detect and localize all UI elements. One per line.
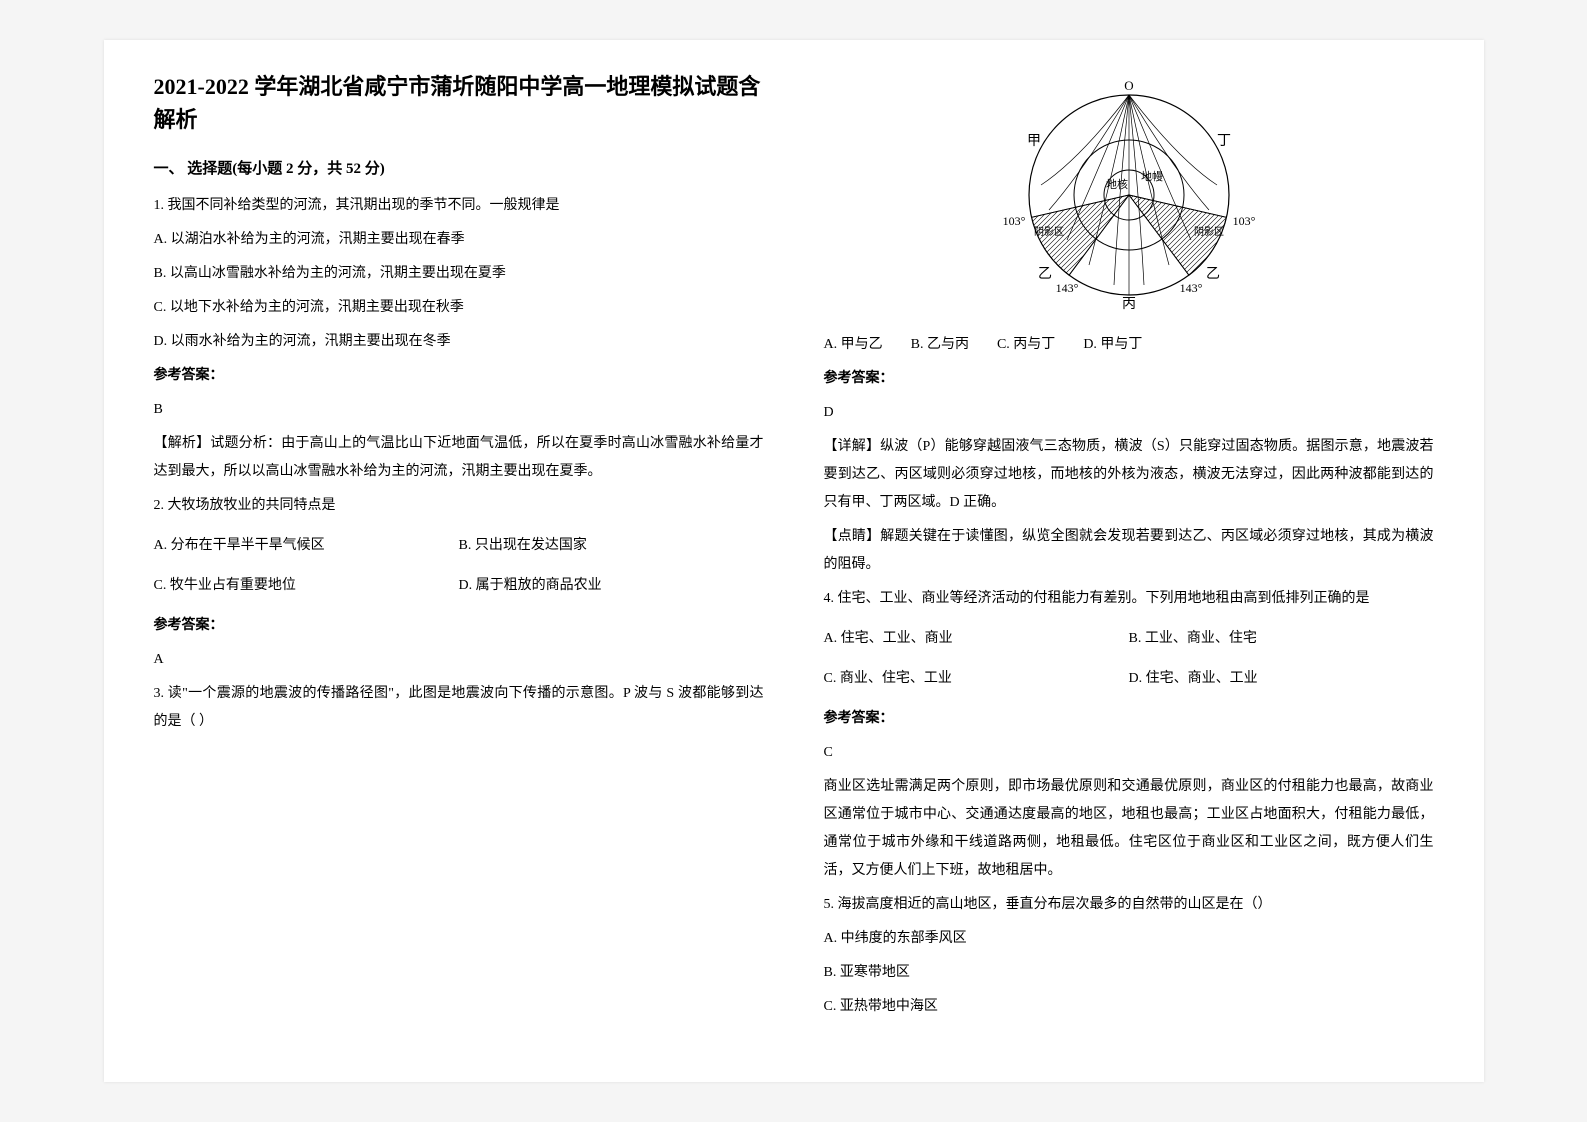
fig-label-yinying-r: 阴影区 [1194, 226, 1224, 238]
fig-label-yinying-l: 阴影区 [1034, 226, 1064, 238]
q3-options: A. 甲与乙 B. 乙与丙 C. 丙与丁 D. 甲与丁 [824, 331, 1434, 359]
fig-label-yi: 乙 [1038, 266, 1052, 282]
q3-stem: 3. 读"一个震源的地震波的传播路径图"，此图是地震波向下传播的示意图。P 波与… [154, 680, 764, 736]
exam-title: 2021-2022 学年湖北省咸宁市蒲圻随阳中学高一地理模拟试题含解析 [154, 70, 764, 136]
q3-explanation-1: 【详解】纵波（P）能够穿越固液气三态物质，横波（S）只能穿过固态物质。据图示意，… [824, 433, 1434, 517]
q4-stem: 4. 住宅、工业、商业等经济活动的付租能力有差别。下列用地地租由高到低排列正确的… [824, 585, 1434, 613]
fig-label-o: O [1124, 80, 1133, 93]
q2-answer: A [154, 646, 764, 674]
q2-opt-d: D. 属于粗放的商品农业 [459, 572, 764, 600]
q3-opt-d: D. 甲与丁 [1083, 331, 1142, 359]
q2-opt-a: A. 分布在干旱半干旱气候区 [154, 532, 459, 560]
q1-answer: B [154, 396, 764, 424]
q5-opt-a: A. 中纬度的东部季风区 [824, 925, 1434, 953]
q4-opt-d: D. 住宅、商业、工业 [1129, 665, 1434, 693]
q1-opt-b: B. 以高山冰雪融水补给为主的河流，汛期主要出现在夏季 [154, 260, 764, 288]
q5-stem: 5. 海拔高度相近的高山地区，垂直分布层次最多的自然带的山区是在（） [824, 891, 1434, 919]
q1-stem: 1. 我国不同补给类型的河流，其汛期出现的季节不同。一般规律是 [154, 192, 764, 220]
q1-opt-a: A. 以湖泊水补给为主的河流，汛期主要出现在春季 [154, 226, 764, 254]
q2-opt-b: B. 只出现在发达国家 [459, 532, 764, 560]
q4-answer: C [824, 739, 1434, 767]
q4-opt-a: A. 住宅、工业、商业 [824, 625, 1129, 653]
exam-page: 2021-2022 学年湖北省咸宁市蒲圻随阳中学高一地理模拟试题含解析 一、 选… [104, 40, 1484, 1082]
q4-opt-c: C. 商业、住宅、工业 [824, 665, 1129, 693]
q4-explanation: 商业区选址需满足两个原则，即市场最优原则和交通最优原则，商业区的付租能力也最高，… [824, 773, 1434, 885]
q1-opt-c: C. 以地下水补给为主的河流，汛期主要出现在秋季 [154, 294, 764, 322]
answer-label: 参考答案： [154, 362, 764, 390]
fig-label-103r: 103° [1232, 214, 1255, 228]
column-left: 2021-2022 学年湖北省咸宁市蒲圻随阳中学高一地理模拟试题含解析 一、 选… [154, 70, 764, 1052]
q5-opt-b: B. 亚寒带地区 [824, 959, 1434, 987]
q3-opt-c: C. 丙与丁 [997, 331, 1055, 359]
answer-label: 参考答案： [154, 612, 764, 640]
q5-opt-c: C. 亚热带地中海区 [824, 993, 1434, 1021]
fig-label-dihe: 地核 [1106, 177, 1128, 191]
column-right: O 甲 丁 乙 乙 丙 地核 地幔 阴影区 阴影区 103° 103° 143°… [824, 70, 1434, 1052]
fig-label-103l: 103° [1002, 214, 1025, 228]
answer-label: 参考答案： [824, 705, 1434, 733]
q1-explanation: 【解析】试题分析：由于高山上的气温比山下近地面气温低，所以在夏季时高山冰雪融水补… [154, 430, 764, 486]
answer-label: 参考答案： [824, 365, 1434, 393]
fig-label-diman: 地幔 [1141, 170, 1163, 183]
fig-label-ding: 丁 [1217, 134, 1231, 149]
q1-opt-d: D. 以雨水补给为主的河流，汛期主要出现在冬季 [154, 328, 764, 356]
q4-options: A. 住宅、工业、商业 B. 工业、商业、住宅 C. 商业、住宅、工业 D. 住… [824, 619, 1434, 699]
fig-label-143l: 143° [1055, 281, 1078, 295]
q2-options: A. 分布在干旱半干旱气候区 B. 只出现在发达国家 C. 牧牛业占有重要地位 … [154, 526, 764, 606]
q3-explanation-2: 【点睛】解题关键在于读懂图，纵览全图就会发现若要到达乙、丙区域必须穿过地核，其成… [824, 523, 1434, 579]
q2-opt-c: C. 牧牛业占有重要地位 [154, 572, 459, 600]
q3-opt-a: A. 甲与乙 [824, 331, 883, 359]
fig-label-bing: 丙 [1122, 297, 1136, 310]
section-heading: 一、 选择题(每小题 2 分，共 52 分) [154, 154, 764, 184]
q3-answer: D [824, 399, 1434, 427]
fig-label-yi2: 乙 [1206, 266, 1220, 282]
q2-stem: 2. 大牧场放牧业的共同特点是 [154, 492, 764, 520]
fig-label-143r: 143° [1179, 281, 1202, 295]
q4-opt-b: B. 工业、商业、住宅 [1129, 625, 1434, 653]
fig-label-jia: 甲 [1027, 134, 1041, 149]
q3-figure: O 甲 丁 乙 乙 丙 地核 地幔 阴影区 阴影区 103° 103° 143°… [824, 80, 1434, 321]
q3-opt-b: B. 乙与丙 [911, 331, 969, 359]
